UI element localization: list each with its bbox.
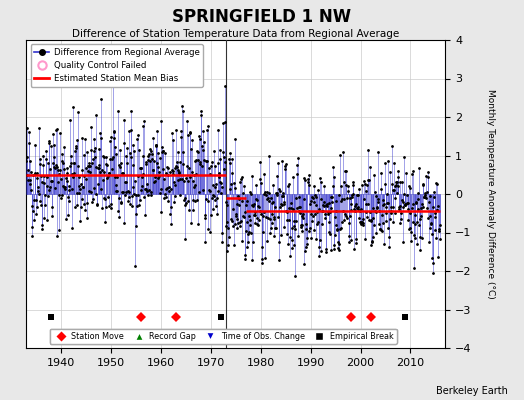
Text: Berkeley Earth: Berkeley Earth — [436, 386, 508, 396]
Text: SPRINGFIELD 1 NW: SPRINGFIELD 1 NW — [172, 8, 352, 26]
Y-axis label: Monthly Temperature Anomaly Difference (°C): Monthly Temperature Anomaly Difference (… — [486, 89, 495, 299]
Legend: Station Move, Record Gap, Time of Obs. Change, Empirical Break: Station Move, Record Gap, Time of Obs. C… — [50, 328, 397, 344]
Title: Difference of Station Temperature Data from Regional Average: Difference of Station Temperature Data f… — [72, 29, 399, 39]
